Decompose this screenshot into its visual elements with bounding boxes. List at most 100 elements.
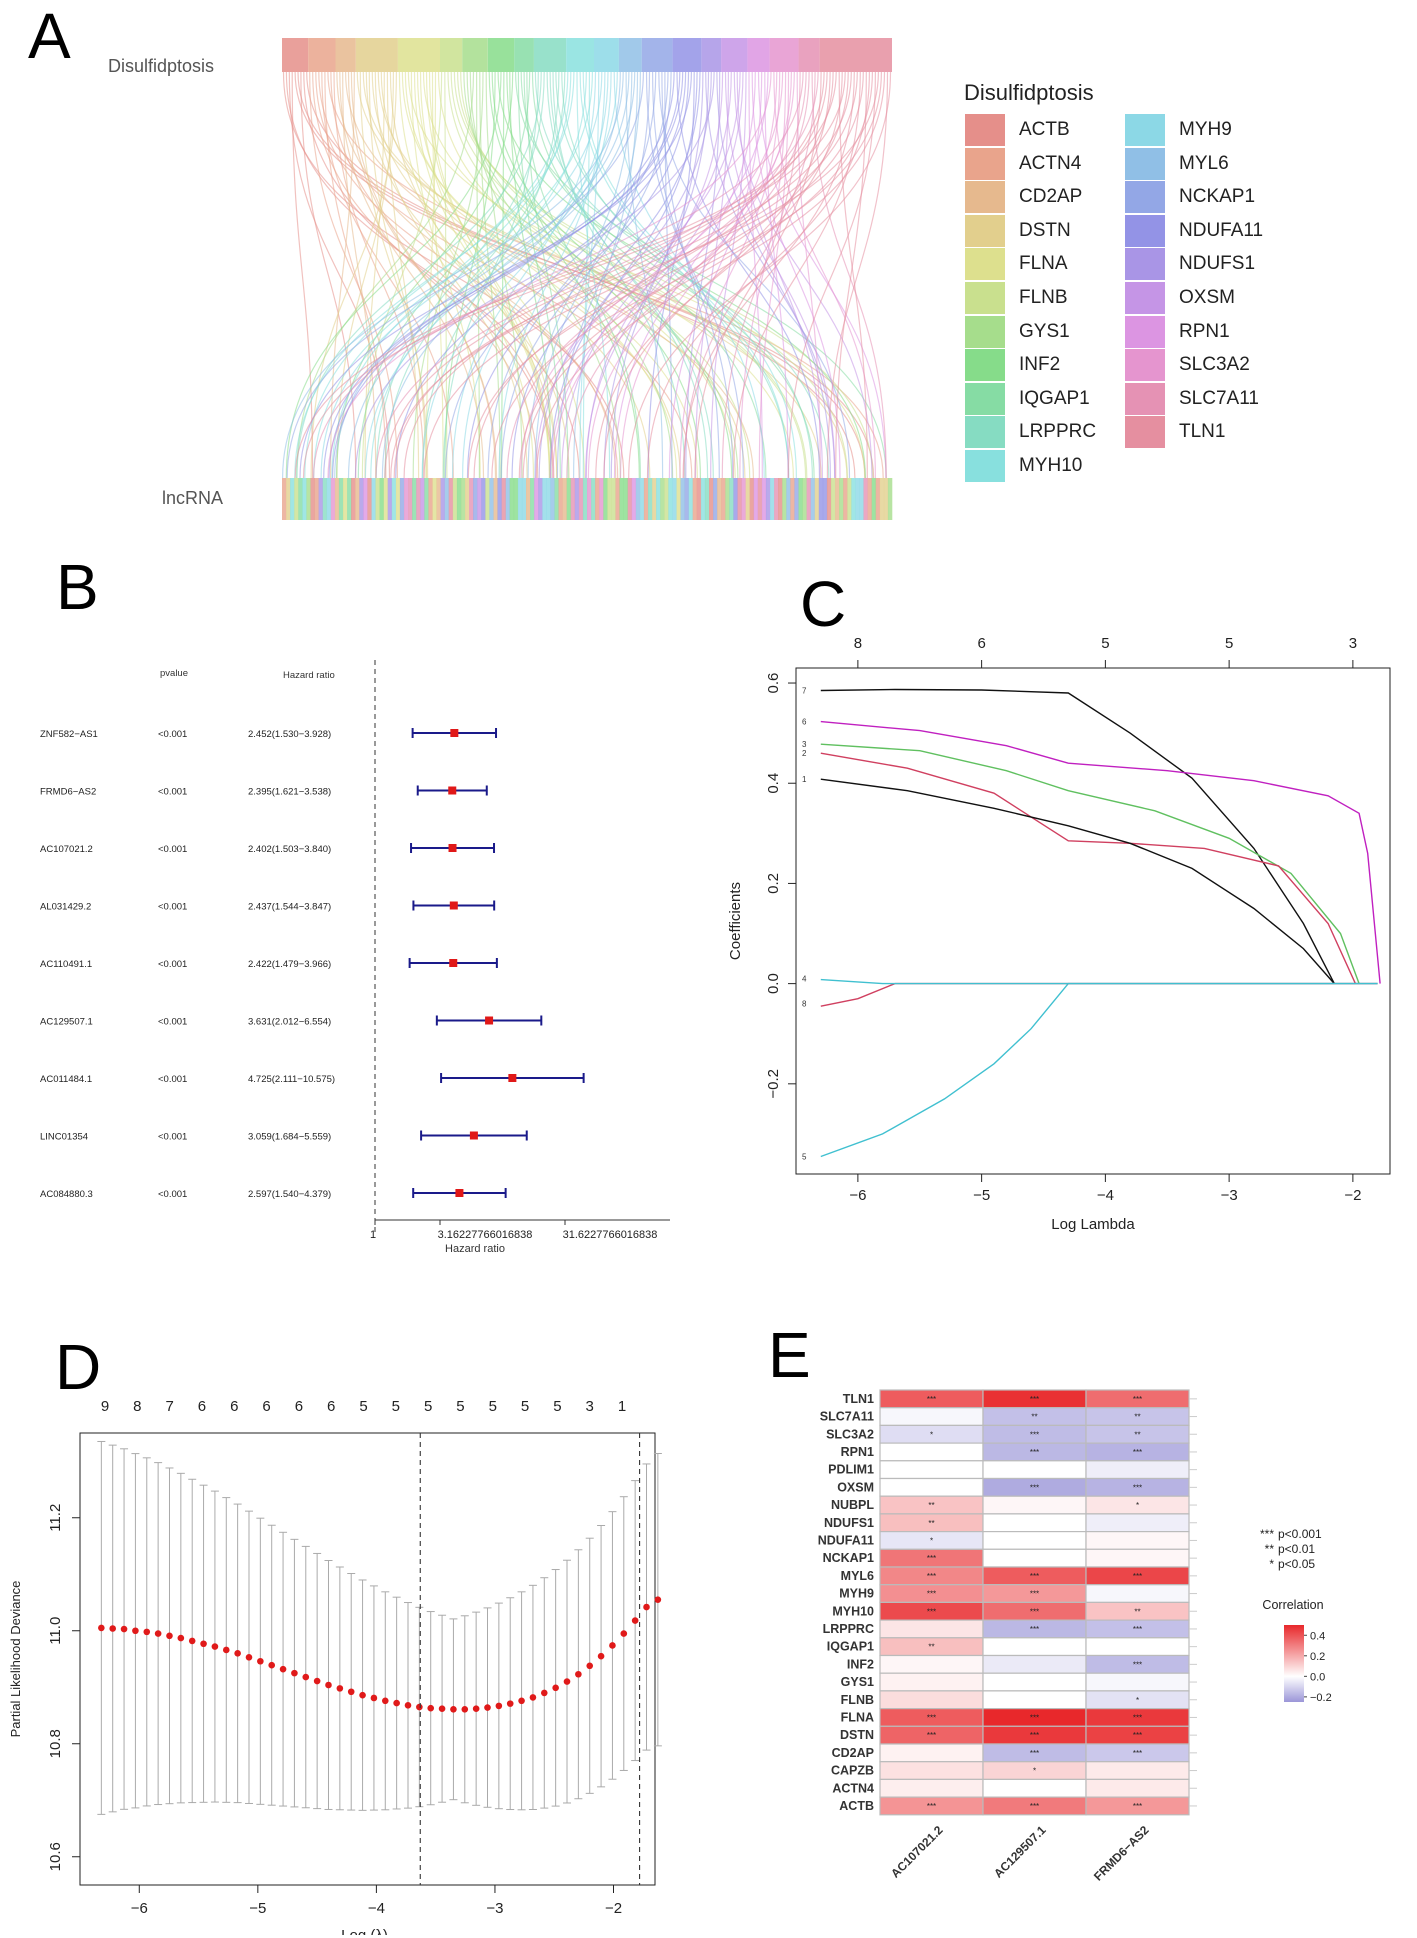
sankey-link <box>625 71 664 479</box>
lncrna-node <box>526 478 531 520</box>
legend-label: CD2AP <box>1019 186 1083 208</box>
sankey-link <box>451 71 597 479</box>
cv-point <box>563 1678 571 1685</box>
heatmap-cell <box>982 1672 1087 1692</box>
lncrna-node <box>749 478 755 520</box>
forest-pvalue: <0.001 <box>158 1017 187 1028</box>
heatmap-star: *** <box>927 1572 936 1581</box>
forest-gene-label: FRMD6−AS2 <box>40 787 96 798</box>
heatmap-star: *** <box>1133 1731 1142 1740</box>
lncrna-node <box>371 478 376 520</box>
forest-gene-label: AC084880.3 <box>40 1189 93 1200</box>
lasso-top-tick-label: 3 <box>1349 635 1357 652</box>
sankey-link <box>764 71 789 479</box>
lncrna-node <box>395 478 401 520</box>
cv-y-label: Partial Likelihood Deviance <box>8 1581 23 1738</box>
cv-top-tick-label: 9 <box>101 1398 109 1415</box>
legend-swatch <box>965 147 1005 180</box>
heatmap-row-label: INF2 <box>847 1657 874 1671</box>
lncrna-node <box>460 478 466 520</box>
lncrna-node <box>843 478 848 520</box>
lasso-line-label: 5 <box>802 1152 807 1161</box>
lncrna-node <box>599 478 604 520</box>
lasso-series-1 <box>820 778 1335 985</box>
forest-point <box>455 1189 464 1197</box>
cv-top-tick-label: 5 <box>392 1398 400 1415</box>
forest-point <box>449 959 458 967</box>
legend-item-flna: FLNA <box>965 248 1068 281</box>
cv-point <box>188 1637 196 1645</box>
heatmap-star: *** <box>1030 1395 1039 1404</box>
heatmap-star: *** <box>927 1590 936 1599</box>
forest-gene-label: ZNF582−AS1 <box>40 729 98 740</box>
legend-swatch <box>965 382 1005 415</box>
lncrna-node <box>814 478 820 520</box>
forest-gene-label: AC110491.1 <box>40 959 92 970</box>
lncrna-node <box>432 478 437 520</box>
sankey-link <box>300 71 357 479</box>
cv-point <box>416 1703 423 1711</box>
sankey-link <box>336 71 617 479</box>
cv-point <box>211 1643 219 1650</box>
sankey-node-myh9 <box>594 38 619 72</box>
lncrna-node <box>623 478 628 520</box>
lncrna-node <box>517 478 523 520</box>
cv-point <box>177 1634 185 1642</box>
legend-label: MYL6 <box>1179 152 1229 174</box>
legend-item-lrpprc: LRPPRC <box>965 416 1096 449</box>
legend-swatch <box>1125 416 1165 449</box>
forest-hr-text: 2.452(1.530−3.928) <box>248 729 331 740</box>
lncrna-node <box>652 478 657 520</box>
sankey-link <box>566 71 810 479</box>
lasso-top-tick-label: 8 <box>854 635 862 652</box>
lncrna-node <box>399 478 405 520</box>
heatmap-cell <box>1085 1761 1190 1781</box>
lncrna-node <box>322 478 328 520</box>
sankey-bottom-label: lncRNA <box>162 488 223 508</box>
cv-point <box>359 1691 366 1699</box>
lncrna-node <box>619 478 624 520</box>
sankey-top-label: Disulfidptosis <box>108 56 214 76</box>
lncrna-node <box>680 478 685 520</box>
sankey-link <box>488 71 701 479</box>
sankey-link <box>682 71 855 479</box>
lncrna-node <box>334 478 340 520</box>
lncrna-node <box>383 478 389 520</box>
lncrna-node <box>847 478 852 520</box>
sankey-link <box>294 71 575 479</box>
forest-gene-label: LINC01354 <box>40 1132 88 1143</box>
legend-swatch <box>965 248 1005 281</box>
sankey-link <box>595 71 843 479</box>
sankey-link <box>285 71 502 479</box>
cv-top-tick-label: 6 <box>230 1398 238 1415</box>
sankey-link <box>469 71 621 479</box>
sankey-link <box>487 71 657 479</box>
heatmap-star: *** <box>1030 1713 1039 1722</box>
forest-x-tick-label: 1 <box>370 1229 376 1241</box>
lncrna-node <box>774 478 779 520</box>
cv-top-tick-label: 1 <box>618 1398 626 1415</box>
sankey-node-flna <box>397 38 440 72</box>
cv-point <box>654 1596 662 1603</box>
colorbar-tick-label: 0.0 <box>1310 1671 1325 1683</box>
legend-item-nckap1: NCKAP1 <box>1125 181 1255 214</box>
heatmap-star: ** <box>1134 1430 1140 1439</box>
sankey-node-iqgap1 <box>514 38 534 72</box>
lncrna-node <box>879 478 885 520</box>
legend-label: NDUFS1 <box>1179 253 1256 275</box>
sankey-link <box>444 71 496 479</box>
lncrna-node <box>550 478 555 520</box>
lncrna-node <box>753 478 759 520</box>
sankey-link <box>757 71 887 479</box>
legend-label: TLN1 <box>1179 421 1226 443</box>
sankey-link <box>447 71 751 479</box>
legend-item-actn4: ACTN4 <box>965 147 1081 180</box>
heatmap-row-label: OXSM <box>837 1480 874 1494</box>
sankey-link <box>509 71 552 479</box>
legend-label: INF2 <box>1019 354 1061 376</box>
lncrna-node <box>761 478 767 520</box>
legend-item-actb: ACTB <box>965 114 1070 146</box>
cv-point <box>484 1704 491 1711</box>
legend-label: NDUFA11 <box>1179 219 1264 241</box>
legend-item-flnb: FLNB <box>965 282 1068 314</box>
